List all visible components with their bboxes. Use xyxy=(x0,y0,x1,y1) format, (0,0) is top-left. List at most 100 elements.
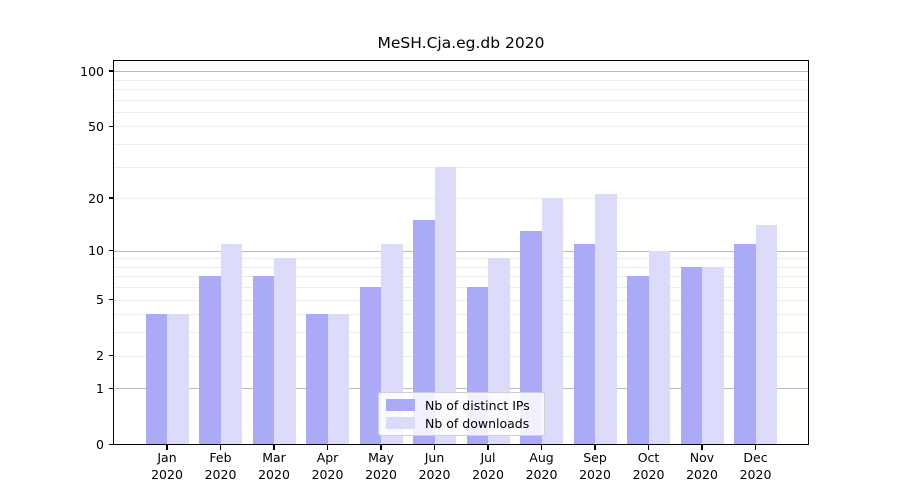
x-tick-year: 2020 xyxy=(258,466,290,482)
x-tick-label-oct: Oct 2020 xyxy=(617,450,681,483)
bar-distinct-ips-sep xyxy=(573,243,595,444)
x-tick-mark xyxy=(487,445,489,450)
bar-distinct-ips-jan xyxy=(145,314,167,444)
legend-item-distinct-ips: Nb of distinct IPs xyxy=(386,398,537,413)
y-tick-label: 5 xyxy=(96,292,104,308)
y-gridline-minor xyxy=(114,258,808,260)
bar-downloads-jun xyxy=(434,166,456,444)
y-tick-label: 50 xyxy=(88,118,104,134)
x-tick-month: Jun xyxy=(424,450,445,465)
bar-distinct-ips-aug xyxy=(520,231,542,444)
legend-item-downloads: Nb of downloads xyxy=(386,416,537,431)
bar-distinct-ips-oct xyxy=(627,276,649,444)
y-gridline-minor xyxy=(114,89,808,91)
x-tick-mark xyxy=(380,445,382,450)
bar-downloads-nov xyxy=(702,266,724,444)
bar-distinct-ips-feb xyxy=(199,276,221,444)
y-gridline-minor xyxy=(114,166,808,168)
x-tick-month: Nov xyxy=(689,450,715,465)
y-tick-label: 10 xyxy=(88,243,104,259)
y-tick-label: 20 xyxy=(88,190,104,206)
y-gridline-minor xyxy=(114,266,808,268)
x-tick-year: 2020 xyxy=(579,466,611,482)
legend-swatch-distinct-ips xyxy=(386,398,415,412)
x-tick-year: 2020 xyxy=(632,466,665,482)
bar-downloads-apr xyxy=(327,314,349,444)
bar-distinct-ips-mar xyxy=(252,276,274,444)
x-tick-year: 2020 xyxy=(204,466,237,482)
y-tick-mark xyxy=(108,197,113,199)
x-tick-label-sep: Sep 2020 xyxy=(563,450,627,483)
x-tick-month: Mar xyxy=(262,450,286,465)
y-gridline-minor xyxy=(114,198,808,200)
y-tick-label: 0 xyxy=(96,437,104,452)
x-tick-year: 2020 xyxy=(525,466,558,482)
x-tick-mark xyxy=(540,445,543,450)
x-tick-mark xyxy=(594,445,596,450)
x-tick-month: Oct xyxy=(637,450,660,465)
x-tick-mark xyxy=(647,445,650,450)
bar-downloads-feb xyxy=(220,243,242,444)
x-tick-label-mar: Mar 2020 xyxy=(242,450,306,483)
bar-distinct-ips-apr xyxy=(306,314,328,444)
x-tick-label-jun: Jun 2020 xyxy=(403,450,467,483)
x-tick-label-jan: Jan 2020 xyxy=(135,450,199,483)
bar-distinct-ips-may xyxy=(359,287,381,444)
legend-label-downloads: Nb of downloads xyxy=(425,415,530,431)
x-tick-mark xyxy=(433,445,436,450)
x-tick-month: May xyxy=(368,450,394,465)
legend-swatch-downloads xyxy=(386,416,415,430)
bar-downloads-dec xyxy=(755,225,777,444)
y-gridline-minor xyxy=(114,99,808,101)
x-tick-mark xyxy=(219,445,222,450)
y-gridline-major xyxy=(114,250,808,252)
y-tick-mark xyxy=(108,125,113,128)
y-gridline-minor xyxy=(114,276,808,278)
bar-downloads-jan xyxy=(167,314,189,444)
bar-downloads-aug xyxy=(541,198,563,444)
y-gridline-major xyxy=(114,388,808,390)
bar-distinct-ips-dec xyxy=(734,243,756,444)
plot-area xyxy=(113,60,809,445)
y-gridline-major xyxy=(114,71,808,73)
y-gridline-minor xyxy=(114,355,808,357)
bar-downloads-sep xyxy=(595,194,617,444)
x-tick-label-may: May 2020 xyxy=(349,450,413,483)
x-tick-label-nov: Nov 2020 xyxy=(670,450,734,483)
x-tick-month: Dec xyxy=(743,450,768,465)
y-tick-mark xyxy=(108,443,113,446)
x-tick-year: 2020 xyxy=(472,466,504,482)
x-tick-month: Jul xyxy=(480,450,496,465)
y-gridline-minor xyxy=(114,79,808,81)
x-tick-label-apr: Apr 2020 xyxy=(296,450,360,483)
y-gridline-minor xyxy=(114,287,808,289)
x-tick-mark xyxy=(166,445,168,450)
bar-distinct-ips-nov xyxy=(680,266,702,444)
legend: Nb of distinct IPs Nb of downloads xyxy=(378,392,545,436)
y-gridline-minor xyxy=(114,144,808,146)
bar-downloads-oct xyxy=(648,250,670,444)
x-tick-mark xyxy=(273,445,275,450)
y-gridline-minor xyxy=(114,111,808,113)
y-gridline-minor xyxy=(114,299,808,301)
x-tick-label-jul: Jul 2020 xyxy=(456,450,520,483)
x-tick-label-aug: Aug 2020 xyxy=(510,450,574,483)
x-tick-mark xyxy=(701,445,703,450)
x-tick-month: Sep xyxy=(583,450,607,465)
y-gridline-minor xyxy=(114,332,808,334)
y-tick-mark xyxy=(108,249,113,252)
x-tick-year: 2020 xyxy=(151,466,183,482)
legend-label-distinct-ips: Nb of distinct IPs xyxy=(425,397,530,413)
y-tick-label: 1 xyxy=(96,380,104,396)
x-tick-month: Feb xyxy=(209,450,232,465)
x-tick-year: 2020 xyxy=(418,466,451,482)
x-tick-year: 2020 xyxy=(686,466,718,482)
x-tick-year: 2020 xyxy=(365,466,397,482)
y-gridline-minor xyxy=(114,314,808,316)
y-tick-mark xyxy=(108,354,113,357)
bar-downloads-mar xyxy=(274,258,296,444)
x-tick-year: 2020 xyxy=(739,466,772,482)
x-tick-mark xyxy=(754,445,757,450)
x-tick-month: Apr xyxy=(316,450,339,465)
